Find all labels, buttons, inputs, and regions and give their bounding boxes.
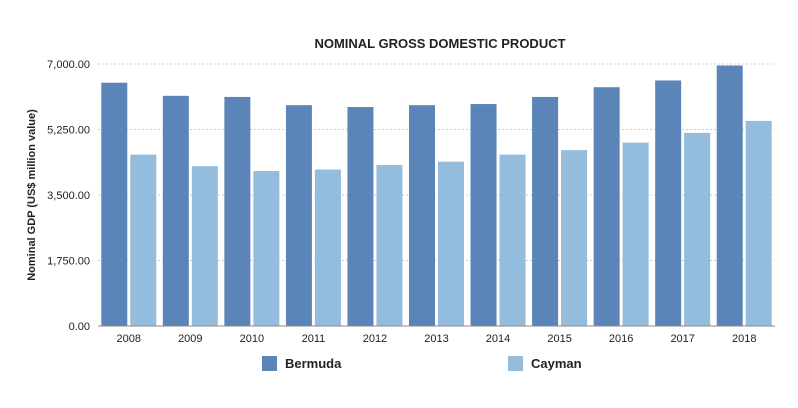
bar-cayman-2012 (376, 165, 403, 326)
y-tick-label: 1,750.00 (47, 256, 90, 268)
y-tick-label: 7,000.00 (47, 59, 90, 71)
x-tick-label: 2012 (363, 333, 387, 345)
bar-bermuda-2011 (285, 105, 312, 327)
x-tick-label: 2017 (670, 333, 694, 345)
x-tick-label: 2011 (302, 333, 326, 345)
bar-cayman-2017 (684, 132, 711, 326)
y-tick-label: 5,250.00 (47, 125, 90, 137)
bar-cayman-2014 (499, 154, 526, 326)
chart-title: NOMINAL GROSS DOMESTIC PRODUCT (314, 36, 565, 51)
bar-cayman-2016 (622, 142, 649, 326)
x-tick-label: 2015 (547, 333, 571, 345)
y-tick-labels: 0.00 1,750.00 3,500.00 5,250.00 7,000.00 (47, 59, 90, 333)
x-tick-labels: 2008 2009 2010 2011 2012 2013 2014 2015 2016 2017… (117, 333, 757, 345)
y-tick-label: 0.00 (69, 321, 90, 333)
bar-bermuda-2010 (224, 96, 251, 327)
bar-bermuda-2018 (716, 65, 743, 327)
legend-label-bermuda: Bermuda (285, 356, 342, 371)
legend-label-cayman: Cayman (531, 356, 582, 371)
bar-bermuda-2015 (532, 96, 559, 327)
bar-bermuda-2008 (101, 82, 128, 326)
y-axis-label: Nominal GDP (US$ million value) (26, 109, 38, 281)
x-tick-label: 2010 (240, 333, 264, 345)
x-tick-label: 2014 (486, 333, 510, 345)
x-tick-label: 2009 (178, 333, 202, 345)
bar-bermuda-2013 (409, 105, 435, 327)
legend-swatch-cayman (508, 356, 523, 371)
bar-bermuda-2009 (162, 95, 189, 326)
x-tick-label: 2018 (732, 333, 756, 345)
bar-cayman-2018 (745, 120, 772, 327)
bars (101, 65, 772, 327)
bar-cayman-2008 (130, 154, 157, 326)
bar-bermuda-2014 (470, 104, 497, 326)
bar-bermuda-2012 (347, 107, 374, 327)
x-tick-label: 2013 (424, 333, 448, 345)
legend-swatch-bermuda (262, 356, 277, 371)
x-tick-label: 2016 (609, 333, 633, 345)
bar-cayman-2011 (314, 169, 341, 326)
bar-cayman-2009 (191, 166, 218, 326)
x-tick-label: 2008 (117, 333, 141, 345)
bar-cayman-2013 (438, 161, 464, 326)
y-tick-label: 3,500.00 (47, 190, 90, 202)
legend: Bermuda Cayman (262, 356, 582, 371)
bar-cayman-2010 (253, 171, 280, 326)
bar-bermuda-2016 (593, 87, 620, 326)
bar-bermuda-2017 (655, 80, 682, 327)
bar-cayman-2015 (561, 150, 588, 326)
